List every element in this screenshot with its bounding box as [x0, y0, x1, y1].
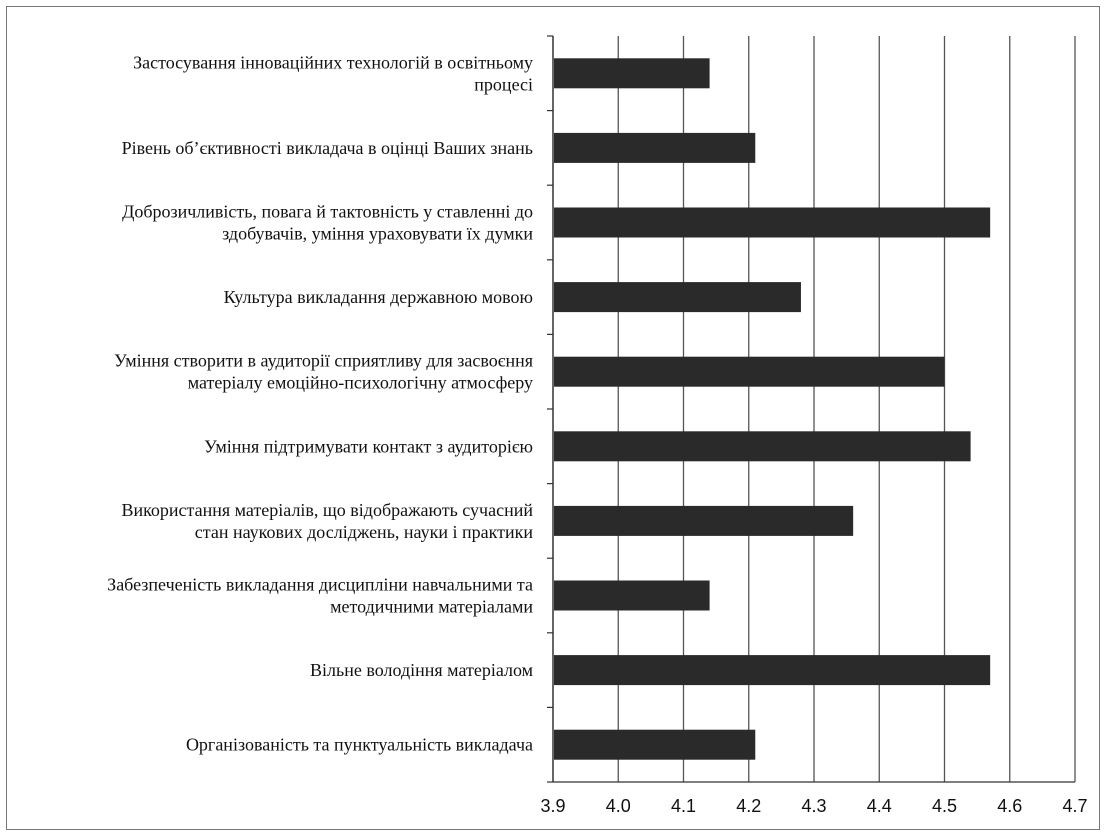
bar-1 — [554, 58, 710, 89]
bar-6 — [554, 431, 971, 462]
category-label: Організованість та пунктуальність виклад… — [186, 735, 533, 755]
bar-3 — [554, 207, 991, 238]
bar-10 — [554, 729, 756, 760]
category-label: матеріалу емоційно-психологічну атмосфер… — [188, 373, 533, 393]
bar-9 — [554, 655, 991, 686]
x-tick-label: 4.2 — [736, 796, 761, 816]
bar-2 — [554, 132, 756, 163]
category-label: методичними матеріалами — [330, 597, 533, 617]
bar-4 — [554, 282, 801, 313]
category-label: Забезпеченість викладання дисципліни нав… — [107, 575, 533, 595]
x-tick-label: 4.4 — [867, 796, 892, 816]
bars — [554, 58, 991, 760]
bar-5 — [554, 356, 945, 387]
category-label: стан наукових досліджень, науки і практи… — [195, 522, 534, 542]
category-label: процесі — [474, 74, 533, 94]
x-tick-label: 3.9 — [540, 796, 565, 816]
category-label: Уміння підтримувати контакт з аудиторією — [204, 436, 533, 456]
category-label: Рівень об’єктивності викладача в оцінці … — [122, 138, 533, 158]
x-tick-label: 4.3 — [801, 796, 826, 816]
x-tick-label: 4.5 — [932, 796, 957, 816]
x-tick-label: 4.0 — [606, 796, 631, 816]
category-label: Уміння створити в аудиторії сприятливу д… — [114, 351, 533, 371]
category-label: Використання матеріалів, що відображають… — [121, 500, 533, 520]
category-label: Застосування інноваційних технологій в о… — [133, 52, 533, 72]
category-label: Культура викладання державною мовою — [224, 287, 533, 307]
bar-8 — [554, 580, 710, 611]
category-label: Доброзичливість, повага й тактовність у … — [122, 202, 533, 222]
x-tick-labels: 3.9 4.0 4.1 4.2 4.3 4.4 4.5 4.6 4.7 — [540, 796, 1087, 816]
y-axis — [547, 35, 1075, 783]
x-tick-label: 4.1 — [671, 796, 696, 816]
x-tick-label: 4.6 — [997, 796, 1022, 816]
x-tick-label: 4.7 — [1062, 796, 1087, 816]
category-labels: Застосування інноваційних технологій в о… — [107, 52, 533, 754]
category-label: Вільне володіння матеріалом — [310, 660, 533, 680]
category-label: здобувачів, уміння ураховувати їх думки — [222, 224, 533, 244]
bar-7 — [554, 505, 854, 536]
